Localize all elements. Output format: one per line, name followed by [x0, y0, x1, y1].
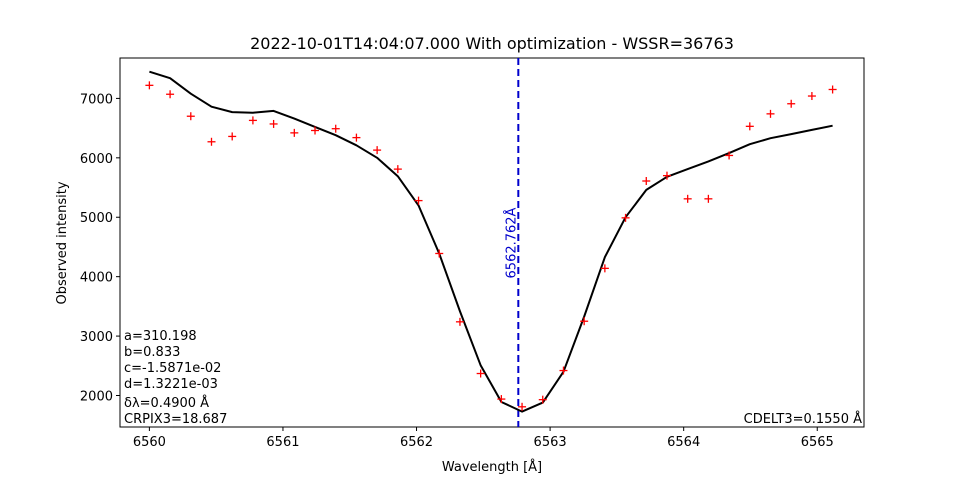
- observed-point: [476, 369, 485, 378]
- chart-title: 2022-10-01T14:04:07.000 With optimizatio…: [250, 34, 734, 53]
- observed-point: [621, 213, 630, 222]
- observed-point: [725, 151, 734, 160]
- observed-point: [683, 194, 692, 203]
- param-crpix3: CRPIX3=18.687: [124, 412, 227, 427]
- observed-point: [559, 366, 568, 375]
- observed-point: [145, 81, 154, 90]
- observed-point: [580, 317, 589, 326]
- observed-point: [600, 264, 609, 273]
- y-tick-label: 6000: [80, 152, 113, 167]
- observed-point: [642, 177, 651, 185]
- observed-point: [228, 132, 237, 141]
- observed-point: [331, 124, 340, 133]
- observed-point: [414, 196, 423, 205]
- param-a: a=310.198: [124, 329, 197, 344]
- y-tick-label: 5000: [80, 211, 113, 226]
- y-tick-label: 2000: [80, 390, 113, 405]
- axes-frame: [119, 57, 865, 428]
- fit-line: [149, 70, 833, 413]
- center-line-label: 6562.762Å: [503, 207, 519, 278]
- param-b: b=0.833: [124, 345, 180, 360]
- observed-point: [455, 317, 464, 326]
- observed-point: [745, 122, 754, 131]
- x-tick-label: 6562: [400, 435, 433, 450]
- observed-point: [766, 109, 775, 118]
- x-tick-label: 6563: [534, 435, 567, 450]
- observed-point: [435, 249, 444, 258]
- y-tick-label: 7000: [80, 92, 113, 107]
- x-axis-label: Wavelength [Å]: [442, 459, 542, 475]
- observed-point: [248, 116, 257, 125]
- observed-point: [807, 92, 816, 101]
- observed-point: [207, 137, 216, 146]
- y-axis-label: Observed intensity: [55, 181, 70, 304]
- plot-area: 6560 6561 6562 6563 6564 6565 2000 3000 4000 5000…: [80, 57, 865, 450]
- y-tick-label: 3000: [80, 330, 113, 345]
- observed-point: [186, 112, 195, 121]
- observed-point: [787, 99, 796, 108]
- observed-point: [704, 194, 713, 203]
- param-dlambda: δλ=0.4900 Å: [124, 395, 209, 411]
- observed-point: [290, 128, 299, 137]
- observed-point: [662, 171, 671, 180]
- x-tick-label: 6560: [133, 435, 166, 450]
- observed-point: [538, 395, 547, 404]
- x-tick-label: 6561: [266, 435, 299, 450]
- param-cdelt3: CDELT3=0.1550 Å: [744, 411, 862, 427]
- observed-point: [828, 85, 837, 94]
- x-tick-label: 6565: [801, 435, 834, 450]
- observed-point: [497, 395, 506, 404]
- param-c: c=-1.5871e-02: [124, 361, 221, 376]
- observed-point: [352, 133, 361, 142]
- observed-point: [269, 119, 278, 128]
- observed-point: [166, 90, 175, 99]
- observed-point: [393, 165, 402, 174]
- y-tick-label: 4000: [80, 271, 113, 286]
- x-tick-label: 6564: [667, 435, 700, 450]
- observed-point: [311, 126, 320, 135]
- observed-point: [373, 146, 382, 155]
- fit-parameters: a=310.198 b=0.833 c=-1.5871e-02 d=1.3221…: [124, 329, 227, 427]
- observed-point: [518, 402, 527, 411]
- param-d: d=1.3221e-03: [124, 377, 218, 392]
